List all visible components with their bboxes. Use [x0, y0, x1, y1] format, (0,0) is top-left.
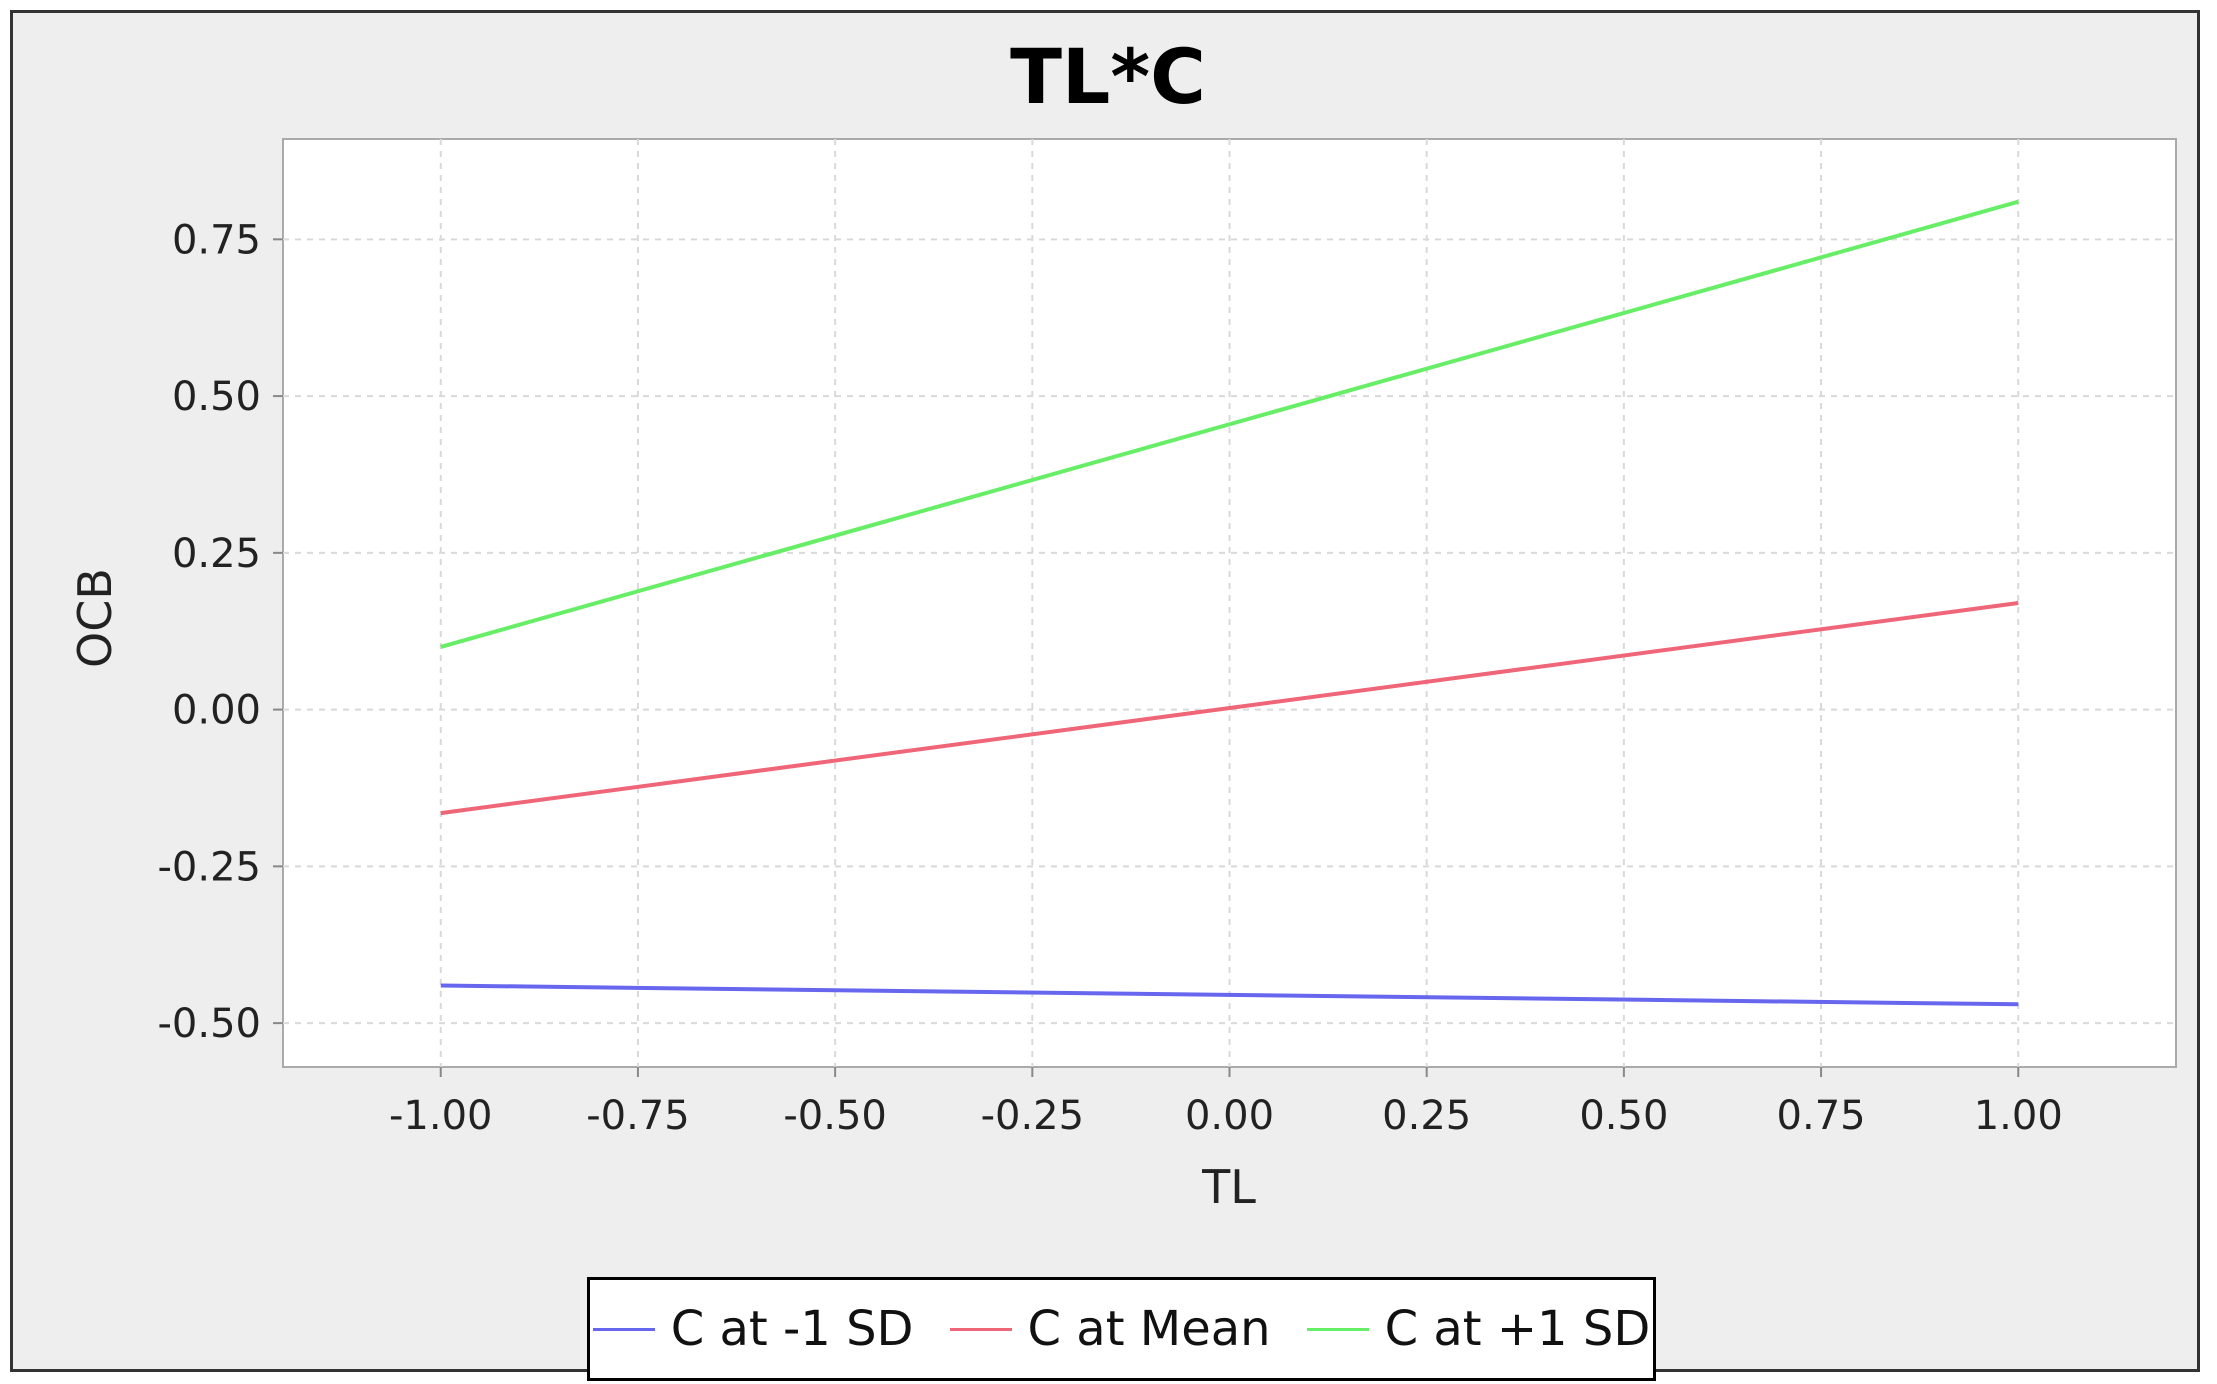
x-axis-title: TL [1201, 1160, 1256, 1214]
legend-item-1: C at Mean [949, 1301, 1271, 1357]
grid-layer [283, 139, 2176, 1067]
legend-item-0: C at -1 SD [592, 1301, 914, 1357]
x-tick-label: 0.50 [1579, 1093, 1668, 1139]
legend: C at -1 SD C at Mean C at +1 SD [587, 1277, 1656, 1381]
chart-svg: TL*C -1.00 -0.75 -0.50 -0.25 0.00 0.25 0.50 0.7… [68, 32, 2177, 1214]
x-tick-label: 0.75 [1777, 1093, 1866, 1139]
series-line-1 [440, 601, 2019, 816]
legend-swatch [592, 1327, 655, 1331]
x-tick-label: -1.00 [389, 1093, 493, 1139]
plot-area [282, 138, 2177, 1068]
y-axis-ticks: -0.50 -0.25 0.00 0.25 0.50 0.75 [158, 217, 283, 1047]
y-tick-label: -0.50 [158, 1001, 262, 1047]
legend-item-2: C at +1 SD [1306, 1301, 1651, 1357]
x-tick-label: -0.25 [981, 1093, 1085, 1139]
y-tick-label: 0.25 [172, 531, 261, 577]
y-tick-label: 0.50 [172, 374, 261, 420]
series-layer [440, 199, 2019, 1007]
x-tick-label: -0.50 [783, 1093, 887, 1139]
legend-label: C at Mean [1027, 1301, 1271, 1357]
legend-swatch [949, 1327, 1012, 1331]
series-line-2 [440, 199, 2019, 649]
y-tick-label: 0.00 [172, 688, 261, 734]
x-tick-label: 1.00 [1974, 1093, 2063, 1139]
y-axis-title: OCB [68, 568, 122, 668]
x-tick-label: 0.00 [1185, 1093, 1274, 1139]
chart-title: TL*C [1010, 32, 1206, 121]
y-tick-label: -0.25 [158, 844, 262, 890]
x-axis-ticks: -1.00 -0.75 -0.50 -0.25 0.00 0.25 0.50 0.75 1.00 [389, 1067, 2063, 1139]
y-tick-label: 0.75 [172, 217, 261, 263]
legend-label: C at +1 SD [1384, 1301, 1651, 1357]
series-line-0 [440, 983, 2019, 1007]
x-tick-label: 0.25 [1382, 1093, 1471, 1139]
chart-frame: TL*C -1.00 -0.75 -0.50 -0.25 0.00 0.25 0.50 0.7… [10, 10, 2200, 1381]
x-tick-label: -0.75 [586, 1093, 690, 1139]
legend-label: C at -1 SD [670, 1301, 914, 1357]
legend-swatch [1306, 1327, 1369, 1331]
